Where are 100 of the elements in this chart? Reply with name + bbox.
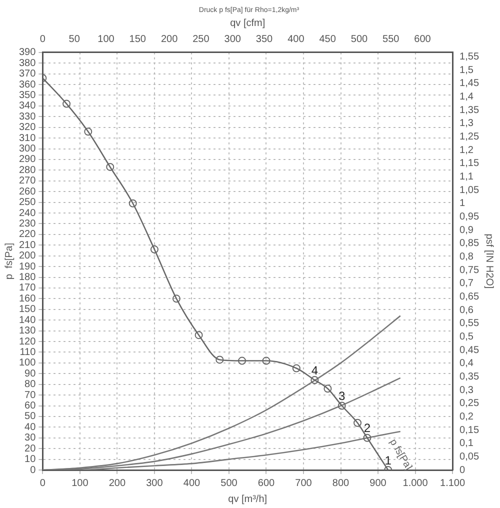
x2-tick-label: 200 (160, 34, 178, 46)
y-tick-label: 280 (18, 164, 36, 176)
x-tick-label: 800 (332, 478, 350, 489)
y2-tick-label: 0,65 (460, 291, 480, 302)
annotation: 3 (338, 389, 346, 404)
y-tick-label: 240 (18, 208, 36, 219)
y-tick-label: 80 (24, 379, 36, 390)
x-tick-label: 600 (258, 478, 276, 489)
y2-tick-label: 0,95 (460, 211, 480, 222)
x-tick-label: 700 (295, 478, 312, 489)
y2-tick-label: 0,5 (460, 331, 474, 342)
y2-tick-label: 1,3 (460, 118, 474, 130)
y2-tick-label: 1,4 (460, 91, 474, 102)
x2-tick-label: 50 (68, 34, 80, 46)
annotation: 2 (364, 421, 371, 436)
y-tick-label: 30 (24, 432, 36, 444)
y2-tick-label: 1 (460, 198, 466, 210)
x2-tick-label: 150 (129, 34, 146, 46)
x2-tick-label: 450 (319, 34, 336, 46)
x2-tick-label: 600 (414, 34, 432, 46)
x2-tick-label: 250 (192, 34, 210, 46)
y2-tick-label: 0,7 (460, 278, 474, 290)
x-tick-label: 500 (220, 478, 238, 489)
y-tick-label: 140 (18, 314, 36, 326)
y-tick-label: 340 (18, 100, 36, 112)
x-tick-label: 400 (183, 478, 200, 489)
y2-tick-label: 0 (460, 464, 466, 476)
x-tick-label: 0 (40, 478, 46, 489)
x-tick-label: 300 (146, 478, 164, 489)
annotation: 1 (384, 453, 392, 468)
y-tick-label: 40 (24, 422, 36, 433)
y-tick-label: 100 (18, 358, 36, 369)
y-tick-label: 250 (18, 197, 36, 208)
y2-tick-label: 0,45 (460, 344, 480, 356)
y-tick-label: 190 (18, 261, 36, 272)
y2-tick-label: 0,9 (460, 224, 474, 236)
y-tick-label: 160 (18, 293, 36, 304)
y-tick-label: 120 (18, 336, 36, 348)
y-tick-label: 290 (18, 154, 36, 166)
y2-tick-label: 1,05 (460, 184, 480, 196)
y2-tick-label: 0,8 (460, 251, 474, 262)
x-tick-label: 1.000 (402, 478, 428, 489)
y-tick-label: 150 (18, 304, 36, 316)
y2-tick-label: 0,05 (460, 451, 480, 462)
x2-tick-label: 100 (98, 34, 115, 46)
annotation: 4 (311, 363, 318, 378)
y2-tick-label: 1,55 (460, 51, 480, 62)
y-tick-label: 130 (18, 326, 36, 337)
x-tick-label: 900 (370, 478, 387, 489)
x2-tick-label: 350 (256, 34, 274, 46)
x2-tick-label: 550 (382, 34, 400, 46)
y-tick-label: 300 (18, 144, 36, 155)
y2-tick-label: 1,1 (460, 171, 474, 182)
y-tick-label: 0 (30, 464, 36, 476)
y2-tick-label: 0,25 (460, 398, 480, 410)
y2-tick-label: 1,25 (460, 131, 480, 142)
y2-tick-label: 1,5 (460, 64, 474, 76)
y-tick-label: 330 (18, 111, 36, 122)
y-tick-label: 350 (18, 90, 36, 101)
y-tick-label: 260 (18, 186, 36, 198)
y2-tick-label: 0,3 (460, 384, 474, 396)
y2-tick-label: 0,4 (460, 358, 474, 370)
y-tick-label: 360 (18, 79, 36, 90)
y-tick-label: 230 (18, 218, 36, 230)
y2-tick-label: 1,2 (460, 144, 474, 156)
y-tick-label: 70 (24, 390, 36, 401)
x2-tick-label: 500 (350, 34, 368, 46)
y2-tick-label: 0,85 (460, 238, 480, 250)
x2-tick-label: 0 (40, 34, 46, 46)
y-tick-label: 200 (18, 250, 36, 262)
y2-axis-title: psf [IN H2O] (483, 234, 494, 289)
y-tick-label: 50 (24, 411, 36, 422)
y-tick-label: 390 (18, 47, 36, 58)
y-tick-label: 180 (18, 272, 36, 284)
y-tick-label: 270 (18, 176, 36, 187)
x-tick-label: 200 (108, 478, 126, 489)
x2-tick-label: 400 (288, 34, 305, 46)
y-axis-title: p fs[Pa] (4, 242, 15, 280)
y2-tick-label: 0,2 (460, 411, 474, 422)
x2-axis-title: qv [cfm] (230, 18, 266, 30)
y-tick-label: 20 (24, 443, 36, 454)
y-tick-label: 220 (18, 229, 36, 240)
x-tick-label: 1.100 (440, 478, 466, 489)
y-tick-label: 170 (18, 282, 36, 294)
y-tick-label: 320 (18, 122, 36, 134)
y2-tick-label: 1,45 (460, 78, 480, 90)
y2-tick-label: 0,35 (460, 371, 480, 382)
y2-tick-label: 0,15 (460, 424, 480, 436)
x2-tick-label: 300 (224, 34, 242, 46)
y2-tick-label: 0,75 (460, 264, 480, 276)
y-tick-label: 310 (18, 132, 36, 144)
y-tick-label: 60 (24, 400, 36, 412)
y2-tick-label: 1,15 (460, 158, 480, 170)
y-tick-label: 10 (24, 454, 36, 466)
y2-tick-label: 0,1 (460, 438, 474, 450)
y2-tick-label: 1,35 (460, 104, 480, 116)
y-tick-label: 370 (18, 68, 36, 80)
y-tick-label: 90 (24, 368, 36, 380)
x-axis-title: qv [m³/h] (228, 494, 268, 505)
y-tick-label: 210 (18, 240, 36, 251)
